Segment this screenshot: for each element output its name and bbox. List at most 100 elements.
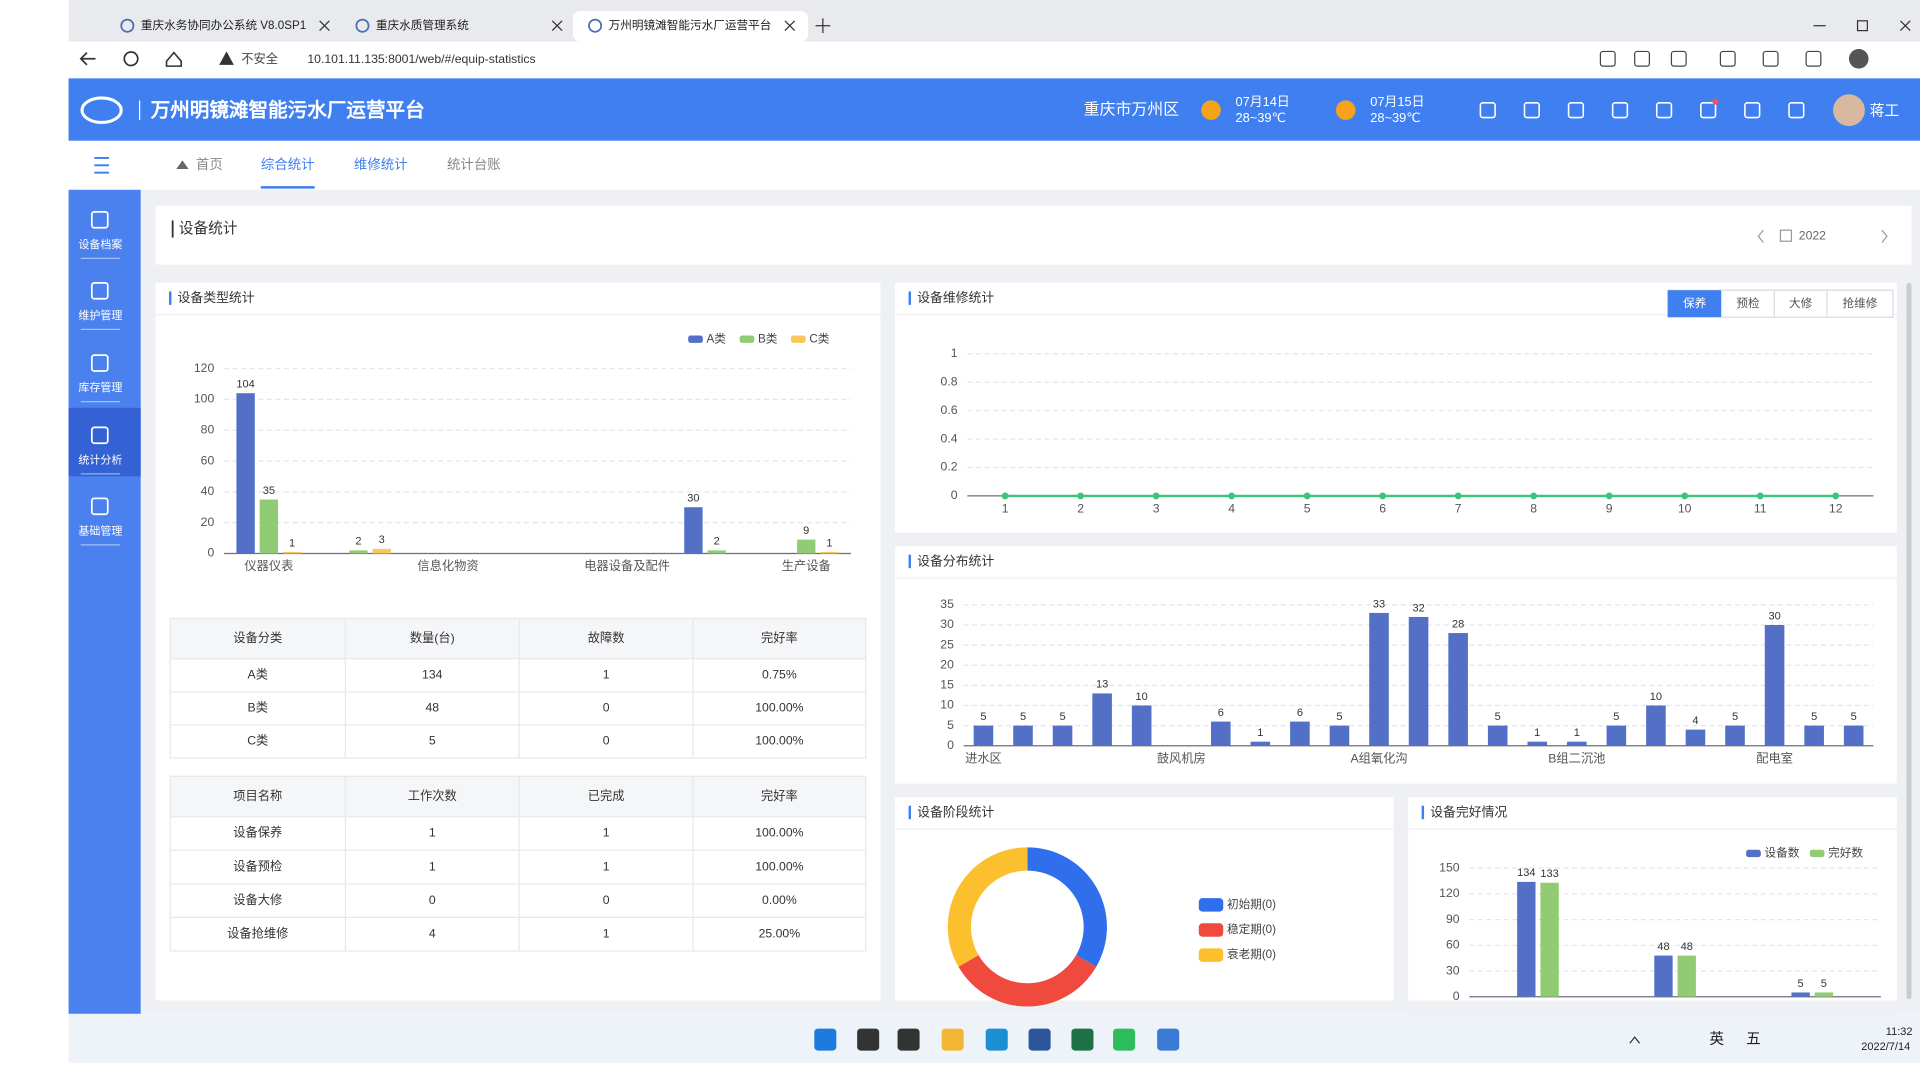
table-cell: 0 <box>603 701 610 715</box>
table <box>169 617 867 759</box>
taskbar-app[interactable] <box>1071 1028 1094 1051</box>
x-tick-label: 8 <box>1530 502 1537 516</box>
table-cell: 1 <box>603 859 610 873</box>
nav-tab[interactable]: 统计台账 <box>447 157 501 172</box>
table-header-cell: 设备分类 <box>233 631 282 645</box>
y-tick-label: 15 <box>940 678 954 692</box>
header-icon[interactable] <box>1523 102 1540 119</box>
x-tick-label: 进水区 <box>965 751 1002 765</box>
tab-icon <box>120 18 135 33</box>
data-label: 10 <box>1650 691 1662 703</box>
sidebar-item[interactable]: 统计分析 <box>78 452 122 466</box>
bar <box>1052 725 1073 746</box>
app-header <box>68 78 1920 141</box>
header-icon[interactable] <box>1479 102 1496 119</box>
data-label: 13 <box>1096 679 1108 691</box>
header-icon[interactable] <box>1655 102 1673 119</box>
taskbar-app[interactable] <box>814 1028 837 1051</box>
header-icon[interactable] <box>1700 102 1717 119</box>
sidebar-item[interactable]: 维护管理 <box>78 308 122 322</box>
filter-label[interactable]: 抢维修 <box>1843 296 1878 310</box>
taskbar-app[interactable] <box>857 1028 880 1051</box>
tab-close <box>319 20 330 32</box>
label[interactable]: 五 <box>1746 1031 1761 1047</box>
table-header-cell: 项目名称 <box>233 788 282 803</box>
label[interactable]: 英 <box>1709 1029 1724 1047</box>
nav-bar <box>68 140 1920 190</box>
bar <box>1843 725 1864 746</box>
y-tick-label: 120 <box>194 361 215 375</box>
sidebar-item[interactable]: 设备档案 <box>78 237 122 251</box>
y-tick-label: 0 <box>207 546 214 560</box>
data-label: 2 <box>355 536 361 548</box>
browser-tab[interactable]: 重庆水质管理系统 <box>376 18 469 32</box>
taskbar-app[interactable] <box>1028 1028 1051 1051</box>
nav-tab[interactable]: 维修统计 <box>354 157 408 172</box>
header-icon[interactable] <box>1788 102 1805 119</box>
taskbar-app[interactable] <box>985 1028 1008 1051</box>
filter-button[interactable] <box>1667 290 1722 318</box>
label: 28~39℃ <box>1370 110 1421 125</box>
taskbar-app[interactable] <box>897 1028 920 1051</box>
legend-label: 初始期(0) <box>1227 897 1276 911</box>
point <box>1303 492 1311 500</box>
tab-strip <box>68 0 1920 42</box>
filter-button[interactable] <box>1826 289 1894 318</box>
bar <box>1567 741 1587 746</box>
table-cell: 设备抢维修 <box>227 925 288 940</box>
legend-label: 设备数 <box>1764 846 1799 860</box>
bar <box>820 551 839 554</box>
taskbar-app[interactable] <box>1113 1028 1136 1051</box>
prev-year[interactable] <box>1757 229 1764 243</box>
y-tick-label: 5 <box>947 718 954 732</box>
sidebar-item[interactable]: 库存管理 <box>78 380 122 394</box>
y-tick-label: 120 <box>1439 886 1460 900</box>
legend-swatch <box>1198 948 1224 962</box>
taskbar-app[interactable] <box>1157 1028 1180 1051</box>
data-label: 5 <box>1821 978 1827 990</box>
label[interactable]: 蒋工 <box>1870 102 1899 119</box>
table-header <box>170 618 866 659</box>
panel-title: 设备类型统计 <box>178 290 255 305</box>
filter-label[interactable]: 大修 <box>1789 296 1813 310</box>
table-header-cell: 完好率 <box>761 630 798 645</box>
panel-title: 设备维修统计 <box>917 290 994 305</box>
bar <box>1092 693 1112 746</box>
table-cell: 0 <box>603 893 610 907</box>
filter-label[interactable]: 保养 <box>1683 296 1707 310</box>
table-cell: 1 <box>603 926 610 940</box>
data-label: 33 <box>1373 598 1385 610</box>
label[interactable]: 2022 <box>1799 229 1826 243</box>
label: 07月14日 <box>1236 94 1290 109</box>
nav-tab[interactable]: 首页 <box>196 157 223 172</box>
bar <box>707 550 726 554</box>
sidebar-item[interactable]: 基础管理 <box>78 523 122 537</box>
nav-tab[interactable]: 综合统计 <box>261 157 315 172</box>
header-icon[interactable] <box>1611 102 1629 119</box>
y-tick-label: 150 <box>1439 860 1460 874</box>
table-cell: 0.75% <box>762 668 797 682</box>
pie-slice <box>947 847 1028 967</box>
data-label: 5 <box>1811 711 1817 723</box>
x-tick-label: 2 <box>1077 502 1084 516</box>
x-tick-label: 12 <box>1829 502 1843 516</box>
data-label: 30 <box>687 493 699 505</box>
table-cell: 1 <box>429 859 436 873</box>
panel <box>1408 797 1897 1001</box>
browser-tab[interactable]: 重庆水务协同办公系统 V8.0SP1 <box>141 18 306 32</box>
browser-tab[interactable]: 万州明镜滩智能污水厂运营平台 <box>609 18 772 32</box>
next-year[interactable] <box>1881 229 1888 243</box>
header-icon[interactable] <box>1744 102 1761 119</box>
toolbar-icon <box>1805 50 1822 67</box>
header-icon[interactable] <box>1567 102 1585 119</box>
data-label: 2 <box>714 536 720 548</box>
warn-icon <box>219 51 234 65</box>
table-cell: 5 <box>429 734 436 748</box>
taskbar-app[interactable] <box>941 1028 964 1051</box>
point <box>1454 492 1462 500</box>
bar <box>1677 955 1696 997</box>
data-label: 5 <box>1851 711 1857 723</box>
filter-label[interactable]: 预检 <box>1736 296 1760 310</box>
url[interactable]: 10.101.11.135:8001/web/#/equip-statistic… <box>307 52 535 66</box>
y-tick-label: 20 <box>201 515 215 529</box>
